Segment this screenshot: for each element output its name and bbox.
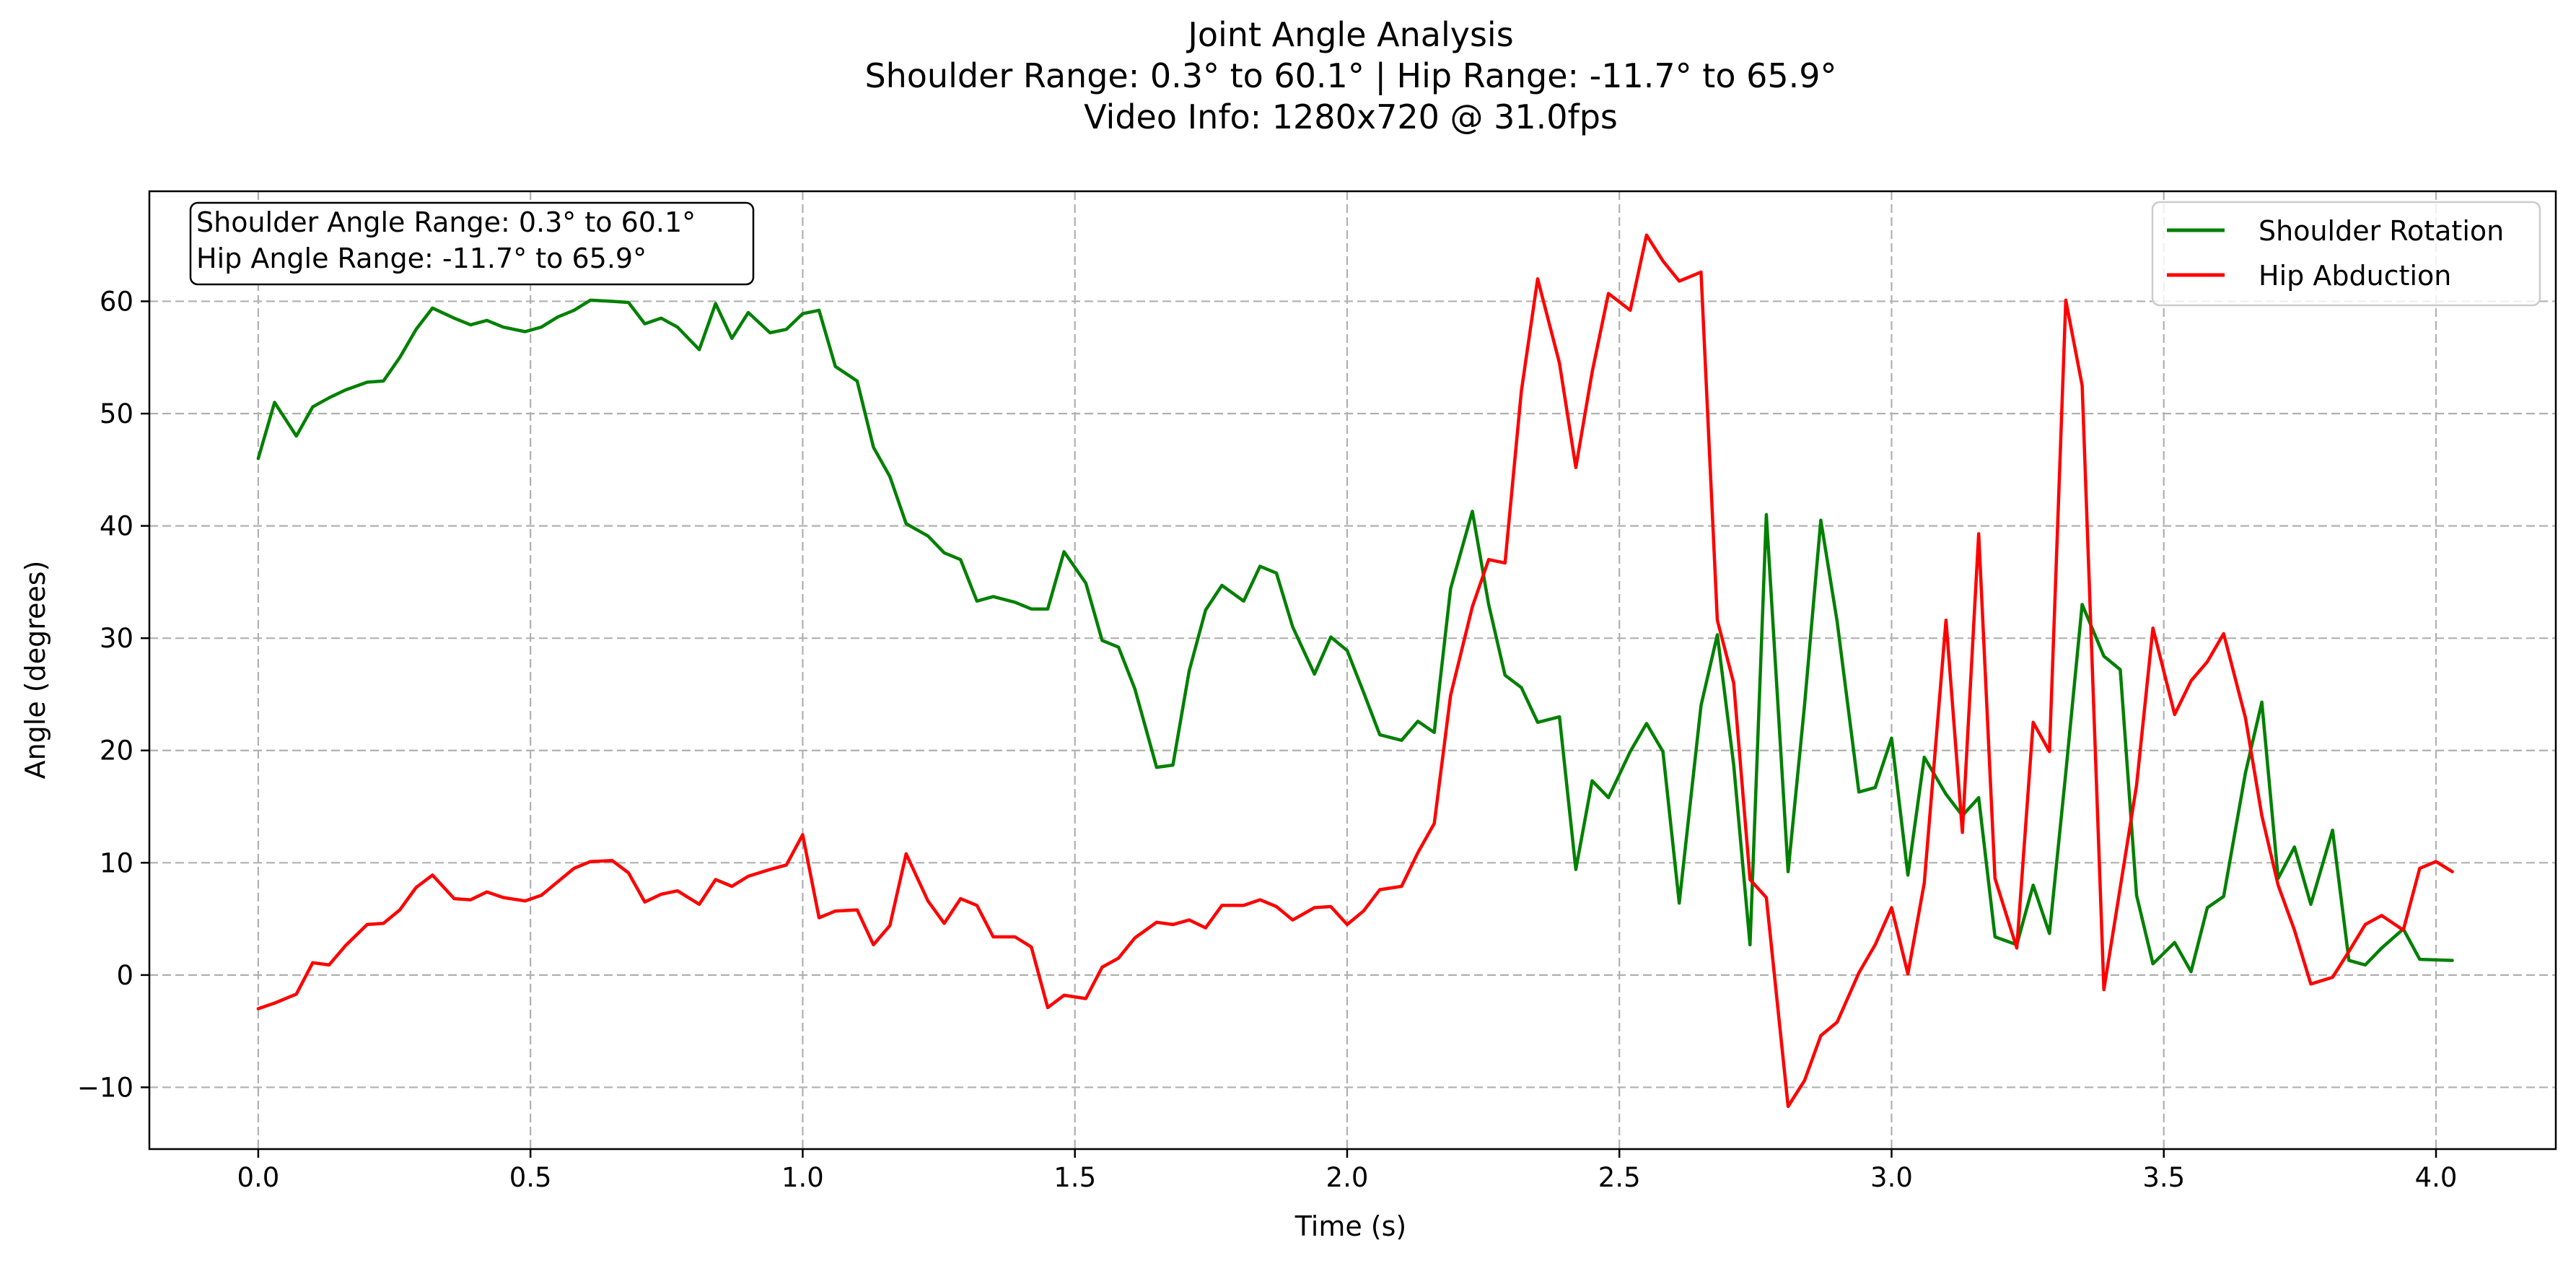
chart-title: Joint Angle Analysis xyxy=(1186,15,1513,54)
x-tick-label: 1.0 xyxy=(781,1162,824,1193)
legend-frame xyxy=(2151,201,2541,307)
y-tick-label: −10 xyxy=(77,1072,133,1103)
x-tick-label: 1.5 xyxy=(1053,1162,1096,1193)
y-tick-label: 60 xyxy=(100,286,133,317)
legend: Shoulder Rotation Hip Abduction xyxy=(2151,201,2541,307)
y-axis-label: Angle (degrees) xyxy=(19,561,51,780)
chart-subtitle-video-info: Video Info: 1280x720 @ 31.0fps xyxy=(1084,97,1618,136)
x-tick-label: 3.5 xyxy=(2142,1162,2185,1193)
y-tick-label: 10 xyxy=(100,847,133,878)
y-tick-label: 40 xyxy=(100,511,133,542)
x-tick-label: 4.0 xyxy=(2415,1162,2458,1193)
chart-subtitle-ranges: Shoulder Range: 0.3° to 60.1° | Hip Rang… xyxy=(864,56,1836,96)
y-tick-label: 20 xyxy=(100,735,133,767)
legend-label-shoulder-rotation: Shoulder Rotation xyxy=(2259,215,2504,247)
x-tick-label: 2.5 xyxy=(1598,1162,1641,1193)
legend-label-hip-abduction: Hip Abduction xyxy=(2259,260,2451,292)
annotation-hip-range: Hip Angle Range: -11.7° to 65.9° xyxy=(196,243,647,274)
x-tick-label: 3.0 xyxy=(1870,1162,1913,1193)
series-line-hip-abduction xyxy=(256,233,2454,1109)
axis-ticks: 0.0 0.5 1.0 1.5 2.0 2.5 3.0 3.5 4.0 −10 0 10 20 30 40 5… xyxy=(77,286,2458,1193)
y-tick-label: 0 xyxy=(116,960,133,991)
x-tick-label: 2.0 xyxy=(1326,1162,1369,1193)
y-tick-label: 30 xyxy=(100,623,133,654)
x-axis-label: Time (s) xyxy=(1294,1210,1407,1242)
annotation-shoulder-range: Shoulder Angle Range: 0.3° to 60.1° xyxy=(196,206,696,238)
plot-frame xyxy=(148,190,2557,1151)
annotation-box-frame xyxy=(189,201,755,286)
x-tick-label: 0.0 xyxy=(237,1162,279,1193)
range-annotation-box: Shoulder Angle Range: 0.3° to 60.1° Hip … xyxy=(189,201,755,286)
series-lines xyxy=(256,233,2454,1109)
series-line-shoulder-rotation xyxy=(256,298,2454,974)
x-tick-label: 0.5 xyxy=(509,1162,552,1193)
y-tick-label: 50 xyxy=(100,398,133,429)
